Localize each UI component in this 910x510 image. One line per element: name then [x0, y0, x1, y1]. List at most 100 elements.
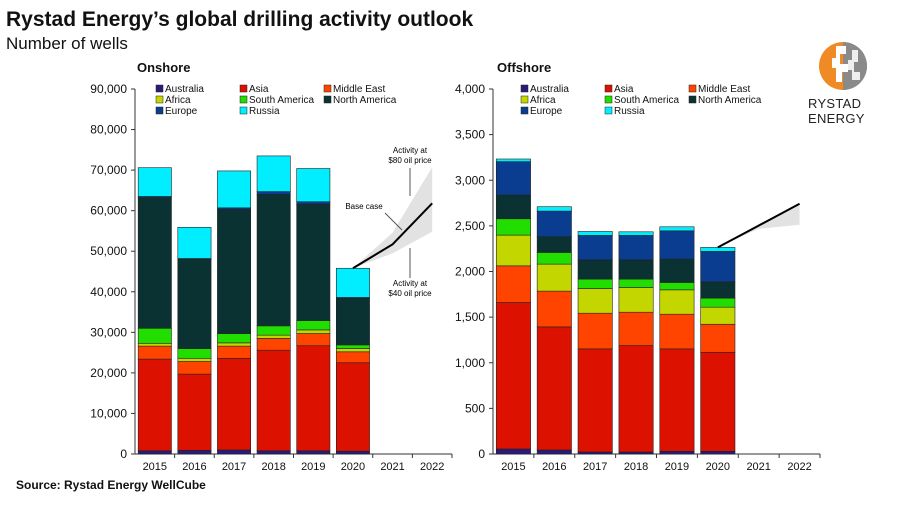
bar-segment-europe	[495, 161, 531, 196]
bar-segment-africa	[177, 357, 212, 362]
bar-segment-south-america	[256, 325, 291, 336]
bar-segment-africa	[256, 334, 291, 339]
bar-segment-middle-east	[618, 311, 654, 346]
bar-segment-north-america	[536, 236, 572, 253]
legend-label: Africa	[165, 95, 191, 106]
x-tick-label: 2021	[380, 461, 404, 473]
bar-segment-middle-east	[659, 313, 695, 350]
legend-swatch	[688, 95, 697, 104]
rystad-logo-icon	[819, 42, 867, 90]
forecast-range-band	[352, 167, 433, 269]
bar-segment-australia	[177, 450, 212, 455]
legend-label: Russia	[614, 106, 645, 117]
bar-segment-asia	[177, 373, 212, 451]
legend-label: North America	[698, 95, 762, 106]
bar-segment-australia	[700, 450, 736, 455]
bar-segment-south-america	[217, 333, 252, 344]
y-tick-label: 1,500	[455, 310, 485, 324]
bar-segment-africa	[700, 306, 736, 325]
legend-swatch	[604, 95, 613, 104]
bar-segment-russia	[536, 206, 572, 212]
chart-subtitle: Number of wells	[6, 34, 128, 53]
legend-swatch	[520, 95, 529, 104]
bar-segment-russia	[296, 168, 331, 203]
bar-segment-africa	[217, 342, 252, 347]
legend-label: Australia	[165, 84, 204, 95]
bar-segment-south-america	[659, 282, 695, 291]
legend-swatch	[155, 95, 164, 104]
bar-segment-asia	[296, 345, 331, 452]
bar-segment-middle-east	[256, 338, 291, 351]
x-tick-label: 2019	[301, 461, 325, 473]
x-tick-label: 2018	[624, 461, 648, 473]
legend-label: Australia	[530, 84, 569, 95]
annotation-high: Activity at	[393, 146, 428, 155]
bar-segment-africa	[536, 263, 572, 292]
forecast-base-line	[352, 202, 433, 270]
bar-segment-asia	[256, 349, 291, 452]
bar-segment-australia	[659, 450, 695, 455]
annotation-low: Activity at	[393, 279, 428, 288]
bar-segment-south-america	[700, 297, 736, 308]
x-tick-label: 2015	[501, 461, 525, 473]
bar-segment-africa	[659, 289, 695, 315]
bar-segment-south-america	[495, 218, 531, 236]
y-tick-label: 50,000	[90, 244, 127, 258]
bar-segment-north-america	[700, 281, 736, 299]
bar-segment-africa	[495, 234, 531, 267]
legend-label: North America	[333, 95, 397, 106]
bar-segment-europe	[659, 230, 695, 260]
x-tick-label: 2022	[787, 461, 811, 473]
y-tick-label: 20,000	[90, 366, 127, 380]
bar-segment-asia	[700, 351, 736, 452]
bar-segment-middle-east	[177, 361, 212, 375]
panel-title: Onshore	[137, 60, 190, 75]
bar-segment-russia	[217, 170, 252, 209]
bar-segment-north-america	[495, 194, 531, 220]
bar-segment-russia	[659, 226, 695, 232]
y-tick-label: 70,000	[90, 163, 127, 177]
legend-label: South America	[249, 95, 314, 106]
legend-swatch	[604, 106, 613, 115]
forecast-base-line	[717, 202, 801, 249]
legend-swatch	[520, 84, 529, 93]
legend-label: Russia	[249, 106, 280, 117]
y-tick-label: 40,000	[90, 285, 127, 299]
bar-segment-russia	[137, 167, 172, 197]
bar-segment-africa	[335, 348, 370, 353]
bar-segment-asia	[577, 348, 613, 453]
bar-segment-europe	[700, 251, 736, 283]
bar-segment-australia	[296, 450, 331, 455]
bar-segment-russia	[495, 158, 531, 162]
bar-segment-australia	[536, 449, 572, 455]
bar-segment-europe	[256, 191, 291, 195]
bar-segment-europe	[577, 235, 613, 261]
annotation-low: $40 oil price	[388, 289, 432, 298]
bar-segment-north-america	[335, 297, 370, 346]
bar-segment-australia	[217, 449, 252, 455]
x-tick-label: 2017	[222, 461, 246, 473]
y-tick-label: 80,000	[90, 123, 127, 137]
bar-segment-middle-east	[495, 265, 531, 303]
legend-swatch	[239, 106, 248, 115]
bar-segment-asia	[536, 326, 572, 451]
bar-segment-south-america	[577, 278, 613, 289]
annotation-arrow	[384, 212, 403, 231]
bar-segment-south-america	[618, 278, 654, 288]
bar-segment-russia	[335, 267, 370, 298]
legend-label: Europe	[530, 106, 563, 117]
x-tick-label: 2019	[665, 461, 689, 473]
bar-segment-russia	[256, 155, 291, 192]
bar-segment-north-america	[137, 197, 172, 329]
bar-segment-australia	[618, 451, 654, 455]
bar-segment-europe	[536, 210, 572, 238]
legend-swatch	[604, 84, 613, 93]
bar-segment-asia	[137, 358, 172, 452]
bar-segment-australia	[335, 450, 370, 455]
x-tick-label: 2020	[706, 461, 730, 473]
bar-segment-north-america	[177, 259, 212, 349]
bar-segment-australia	[137, 450, 172, 455]
legend-label: Middle East	[333, 84, 385, 95]
x-tick-label: 2016	[182, 461, 206, 473]
